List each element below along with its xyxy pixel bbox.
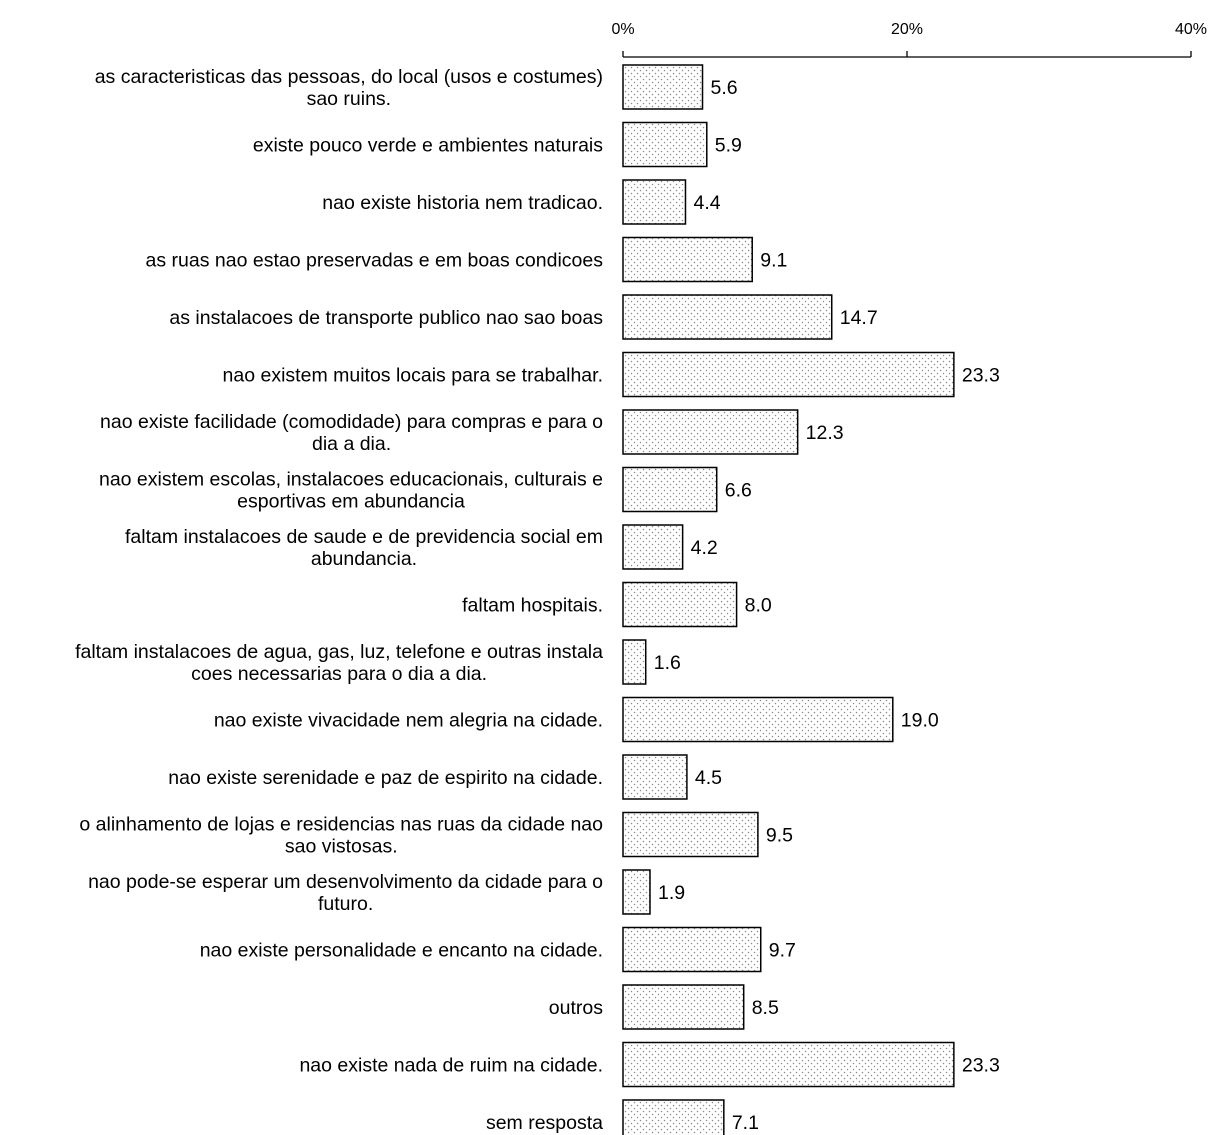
category-label: as ruas nao estao preservadas e em boas … xyxy=(146,250,604,272)
category-label: as caracteristicas das pessoas, do local… xyxy=(95,66,603,88)
category-label: as instalacoes de transporte publico nao… xyxy=(169,307,603,329)
category-label: nao existe serenidade e paz de espirito … xyxy=(168,767,603,789)
data-label: 9.1 xyxy=(760,250,787,272)
x-tick-label: 0% xyxy=(611,21,634,38)
category-label: nao pode-se esperar um desenvolvimento d… xyxy=(88,871,603,893)
category-labels: as caracteristicas das pessoas, do local… xyxy=(75,66,603,1134)
x-tick-label: 20% xyxy=(891,21,923,38)
data-label: 19.0 xyxy=(901,710,939,732)
category-label: faltam instalacoes de saude e de previde… xyxy=(125,526,603,548)
category-label: esportivas em abundancia xyxy=(237,491,465,513)
bar xyxy=(622,524,684,570)
bar xyxy=(622,639,647,685)
data-label: 23.3 xyxy=(962,365,1000,387)
x-axis: 0% 20% 40% xyxy=(611,21,1207,58)
data-label: 23.3 xyxy=(962,1055,1000,1077)
bar xyxy=(622,351,955,398)
category-label: faltam instalacoes de agua, gas, luz, te… xyxy=(75,641,603,663)
data-label: 7.1 xyxy=(732,1112,759,1134)
bar xyxy=(622,984,745,1030)
data-label: 8.5 xyxy=(752,997,779,1019)
data-label: 1.6 xyxy=(654,652,681,674)
category-label: nao existem muitos locais para se trabal… xyxy=(223,365,603,387)
data-label: 9.7 xyxy=(769,940,796,962)
data-label: 4.4 xyxy=(693,192,720,214)
bar xyxy=(622,1041,955,1088)
category-label: nao existe facilidade (comodidade) para … xyxy=(100,411,603,433)
category-label: faltam hospitais. xyxy=(462,595,603,617)
bar xyxy=(622,179,687,225)
bar xyxy=(622,1099,725,1135)
category-label: sao vistosas. xyxy=(285,836,398,858)
category-label: nao existem escolas, instalacoes educaci… xyxy=(99,469,603,491)
data-label: 6.6 xyxy=(725,480,752,502)
category-label: o alinhamento de lojas e residencias nas… xyxy=(79,814,603,836)
category-label: nao existe nada de ruim na cidade. xyxy=(299,1055,603,1077)
data-label: 5.6 xyxy=(711,77,738,99)
bar xyxy=(622,236,753,283)
category-label: outros xyxy=(549,997,603,1019)
bar xyxy=(622,409,799,455)
bar xyxy=(622,121,708,168)
bar xyxy=(622,64,704,110)
category-label: sem resposta xyxy=(486,1112,603,1134)
category-label: existe pouco verde e ambientes naturais xyxy=(253,135,603,157)
bar xyxy=(622,754,688,800)
x-tick-label: 40% xyxy=(1175,21,1207,38)
category-label: nao existe historia nem tradicao. xyxy=(322,192,603,214)
data-label: 8.0 xyxy=(745,595,772,617)
bars: 5.6 5.9 4.4 9.1 14.7 23.3 12.3 6.6 4.2 8.0 1.6 19.0… xyxy=(622,64,1000,1135)
data-label: 4.2 xyxy=(691,537,718,559)
data-label: 4.5 xyxy=(695,767,722,789)
bar xyxy=(622,869,651,915)
bar xyxy=(622,294,833,340)
bar xyxy=(622,581,738,628)
bar xyxy=(622,696,894,743)
data-label: 1.9 xyxy=(658,882,685,904)
category-label: coes necessarias para o dia a dia. xyxy=(191,663,487,685)
bar xyxy=(622,466,718,513)
category-label: dia a dia. xyxy=(312,433,391,455)
category-label: sao ruins. xyxy=(307,88,392,110)
category-label: nao existe personalidade e encanto na ci… xyxy=(200,940,603,962)
category-label: nao existe vivacidade nem alegria na cid… xyxy=(214,710,603,732)
bar xyxy=(622,811,759,858)
category-label: abundancia. xyxy=(311,548,417,570)
data-label: 12.3 xyxy=(806,422,844,444)
data-label: 14.7 xyxy=(840,307,878,329)
category-label: futuro. xyxy=(318,893,373,915)
bar xyxy=(622,926,762,973)
data-label: 5.9 xyxy=(715,135,742,157)
data-label: 9.5 xyxy=(766,825,793,847)
